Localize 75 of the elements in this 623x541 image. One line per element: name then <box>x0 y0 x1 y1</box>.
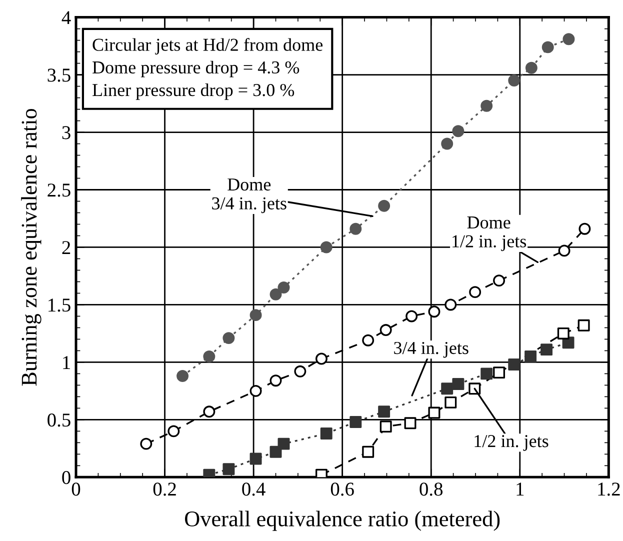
point <box>508 74 520 87</box>
point <box>222 332 235 344</box>
annotation: 3/4 in. jets <box>394 342 468 358</box>
point <box>380 420 392 433</box>
annotation: 1/2 in. jets <box>474 435 548 451</box>
x-tick-label: 0.4 <box>242 482 266 496</box>
point <box>320 241 332 254</box>
x-tick-label: 0 <box>72 482 80 496</box>
point <box>378 406 390 418</box>
point <box>562 33 575 46</box>
y-axis-title: Burning zone equivalence ratio <box>21 108 42 386</box>
y-tick-label: 4 <box>62 11 71 24</box>
point <box>278 281 290 294</box>
y-tick-label: 1 <box>63 356 70 369</box>
point <box>578 222 591 235</box>
point <box>441 382 454 395</box>
x-tick-label: 1.2 <box>598 482 620 496</box>
point <box>444 298 457 311</box>
point <box>362 334 374 346</box>
point <box>524 350 537 362</box>
y-tick-label: 3 <box>62 126 70 140</box>
point <box>176 370 189 382</box>
point <box>278 438 290 450</box>
point <box>540 344 553 356</box>
point <box>406 310 418 322</box>
point <box>380 324 392 336</box>
x-tick-label: 0.8 <box>420 482 443 496</box>
point <box>428 306 440 318</box>
point <box>222 463 235 476</box>
point <box>493 366 506 379</box>
point <box>480 100 493 112</box>
point <box>557 327 570 340</box>
point <box>168 425 180 438</box>
y-tick-label: 0 <box>62 470 70 484</box>
point <box>350 416 362 428</box>
point <box>493 274 506 287</box>
point <box>441 138 454 150</box>
point <box>378 200 390 212</box>
point <box>452 125 464 138</box>
point <box>250 384 262 397</box>
point <box>469 286 482 298</box>
y-tick-label: 2.5 <box>48 184 70 197</box>
point <box>294 365 306 378</box>
point <box>140 438 152 450</box>
point <box>270 374 282 387</box>
point <box>558 244 570 257</box>
point <box>203 406 216 418</box>
point <box>404 417 416 430</box>
point <box>350 222 362 235</box>
x-tick-label: 1 <box>516 482 524 496</box>
annotation: Dome 1/2 in. jets <box>452 216 526 252</box>
point <box>525 62 538 74</box>
point <box>250 452 262 465</box>
point <box>203 350 216 362</box>
y-tick-label: 3.5 <box>48 68 70 82</box>
point <box>480 368 493 380</box>
y-tick-label: 1.5 <box>48 298 70 312</box>
y-tick-label: 2 <box>62 241 70 254</box>
point <box>315 352 328 365</box>
x-tick-label: 0.2 <box>153 482 176 496</box>
point <box>444 396 457 408</box>
annotation: Circular jets at Hd/2 from dome Dome pressure drop = 4.3 % Liner pressure drop = 3.0 % <box>92 38 323 100</box>
x-tick-label: 0.6 <box>330 482 354 496</box>
point <box>320 427 332 440</box>
point <box>542 41 554 54</box>
point <box>250 309 262 322</box>
point <box>362 446 374 458</box>
x-axis-title: Overall equivalence ratio (metered) <box>185 510 500 531</box>
point <box>270 288 282 300</box>
annotation: Dome 3/4 in. jets <box>212 178 286 214</box>
point <box>578 319 590 332</box>
point <box>452 378 464 390</box>
point <box>428 406 440 419</box>
point <box>508 358 520 370</box>
y-tick-label: 0.5 <box>48 413 70 427</box>
